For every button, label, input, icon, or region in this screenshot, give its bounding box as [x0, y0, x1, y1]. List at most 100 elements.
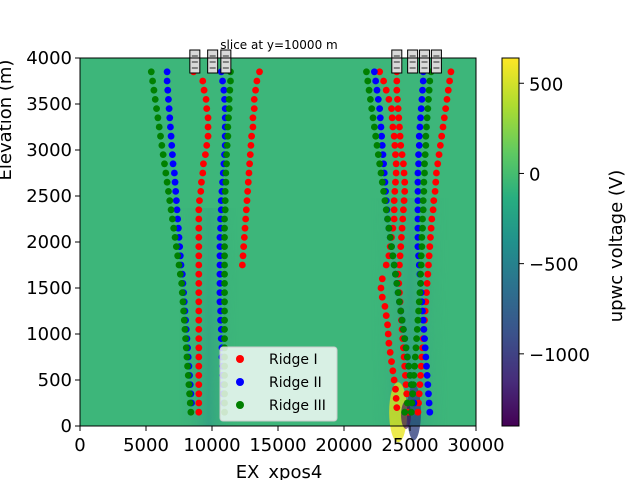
point-ridge-iii-55	[221, 224, 228, 232]
point-ridge-i-86	[382, 312, 390, 319]
point-ridge-i-9	[202, 151, 209, 159]
point-ridge-iii-60	[221, 270, 228, 278]
point-ridge-ii-10	[169, 160, 177, 168]
point-ridge-iii-103	[398, 316, 406, 324]
point-ridge-ii-113	[419, 86, 426, 94]
point-ridge-i-81	[382, 261, 390, 269]
point-ridge-iii-81	[369, 114, 377, 122]
point-ridge-iii-5	[154, 114, 162, 122]
point-ridge-iii-54	[221, 215, 228, 223]
point-ridge-ii-8	[168, 142, 176, 149]
point-ridge-i-106	[398, 151, 406, 159]
point-ridge-iii-87	[377, 169, 385, 177]
colorbar-ticks: 500 0 −500 −1000	[519, 74, 590, 366]
point-ridge-iii-80	[368, 105, 376, 112]
point-ridge-i-84	[378, 293, 386, 301]
point-ridge-i-167	[417, 362, 425, 370]
point-ridge-i-103	[396, 123, 403, 131]
point-ridge-i-91	[388, 358, 395, 365]
point-ridge-i-45	[248, 132, 256, 140]
point-ridge-i-54	[242, 215, 250, 223]
point-ridge-ii-123	[414, 178, 422, 186]
point-ridge-ii-122	[414, 169, 422, 177]
point-ridge-ii-5	[166, 114, 174, 122]
point-ridge-i-11	[199, 169, 207, 177]
point-ridge-i-135	[447, 68, 455, 76]
point-ridge-ii-79	[376, 114, 384, 122]
point-ridge-i-32	[195, 362, 203, 370]
point-ridge-i-73	[391, 188, 399, 195]
point-ridge-iii-7	[157, 132, 164, 140]
point-ridge-iii-138	[416, 289, 424, 296]
point-ridge-iii-12	[163, 178, 171, 186]
point-ridge-i-48	[246, 160, 254, 168]
point-ridge-ii-120	[415, 151, 422, 159]
point-ridge-iii-150	[408, 399, 416, 407]
point-ridge-i-69	[392, 151, 399, 159]
point-ridge-iii-117	[425, 96, 432, 103]
point-ridge-ii-77	[374, 96, 382, 103]
point-ridge-i-108	[400, 169, 408, 177]
point-ridge-iii-122	[422, 142, 430, 149]
point-ridge-i-172	[414, 408, 422, 416]
point-ridge-i-36	[195, 399, 203, 407]
point-ridge-i-35	[195, 390, 203, 398]
point-ridge-iii-31	[183, 353, 191, 361]
point-ridge-iii-64	[221, 307, 228, 315]
point-ridge-i-149	[430, 197, 438, 205]
point-ridge-i-169	[416, 381, 424, 388]
point-ridge-iii-43	[225, 114, 232, 122]
point-ridge-i-148	[431, 188, 439, 195]
point-ridge-i-67	[390, 132, 398, 140]
point-ridge-i-14	[196, 197, 203, 205]
point-ridge-iii-4	[153, 105, 160, 112]
point-ridge-iii-49	[222, 169, 230, 177]
point-ridge-iii-25	[179, 298, 187, 306]
point-ridge-i-46	[247, 142, 255, 149]
point-ridge-i-109	[401, 178, 409, 186]
point-ridge-i-140	[440, 114, 448, 122]
point-ridge-ii-15	[173, 206, 181, 214]
point-ridge-i-21	[195, 261, 203, 269]
point-ridge-i-50	[244, 178, 252, 186]
point-ridge-i-27	[195, 316, 203, 324]
point-ridge-iii-121	[422, 132, 430, 140]
point-ridge-iii-132	[418, 234, 426, 241]
point-ridge-i-68	[391, 142, 399, 149]
point-ridge-ii-124	[414, 188, 422, 195]
point-ridge-i-74	[390, 197, 398, 205]
chart-title: slice at y=10000 m	[220, 38, 337, 52]
point-ridge-i-168	[417, 372, 424, 379]
point-ridge-iii-76	[363, 68, 370, 76]
point-ridge-ii-147	[425, 399, 433, 407]
y-tick-label: 500	[38, 370, 72, 391]
point-ridge-i-82	[378, 275, 386, 283]
point-ridge-iii-137	[417, 280, 424, 287]
point-ridge-iii-151	[407, 408, 415, 416]
point-ridge-i-29	[195, 335, 203, 342]
point-ridge-ii-118	[415, 132, 423, 140]
point-ridge-iii-79	[367, 96, 374, 103]
point-ridge-i-76	[390, 215, 398, 223]
point-ridge-i-117	[396, 252, 404, 260]
point-ridge-i-155	[425, 252, 433, 260]
point-ridge-i-142	[438, 132, 446, 140]
y-tick-label: 1500	[26, 278, 72, 299]
anomaly-right	[370, 198, 450, 426]
point-ridge-ii-141	[421, 344, 429, 352]
point-ridge-iii-26	[180, 307, 188, 315]
tower-markers	[189, 49, 442, 74]
point-ridge-iii-120	[423, 123, 430, 131]
point-ridge-iii-21	[175, 261, 183, 269]
point-ridge-ii-9	[169, 151, 176, 159]
point-ridge-i-23	[195, 280, 203, 287]
point-ridge-ii-125	[414, 197, 422, 205]
point-ridge-i-150	[429, 206, 437, 214]
point-ridge-i-40	[252, 86, 259, 94]
point-ridge-ii-142	[422, 353, 430, 361]
point-ridge-iii-91	[382, 206, 390, 214]
point-ridge-i-153	[427, 234, 434, 241]
point-ridge-iii-116	[425, 86, 433, 94]
point-ridge-i-59	[238, 261, 246, 269]
tower-marker	[419, 49, 431, 74]
